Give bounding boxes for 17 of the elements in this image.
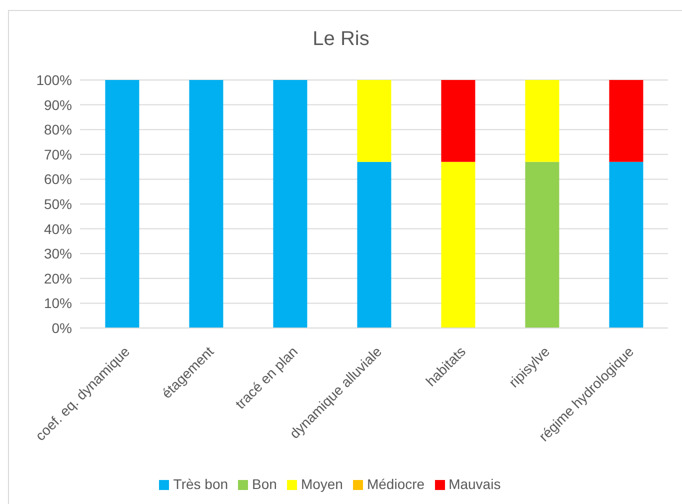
y-tick-label: 10% (44, 295, 72, 312)
y-tick-label: 50% (44, 196, 72, 212)
legend-label: Très bon (173, 476, 228, 492)
y-tick-label: 100% (36, 72, 72, 88)
legend-label: Mauvais (448, 476, 501, 492)
y-tick-label: 90% (44, 96, 72, 113)
legend-label: Moyen (300, 476, 343, 492)
y-tick-label: 70% (44, 146, 72, 162)
legend-label: Médiocre (366, 476, 425, 492)
y-tick-label: 0% (52, 320, 72, 336)
chart-title: Le Ris (312, 27, 370, 51)
y-tick-label: 20% (44, 270, 72, 286)
y-tick-label: 30% (44, 246, 72, 262)
y-tick-label: 40% (44, 220, 72, 237)
legend-label: Bon (252, 476, 277, 492)
y-tick-label: 60% (44, 171, 72, 188)
y-tick-label: 80% (44, 122, 72, 138)
